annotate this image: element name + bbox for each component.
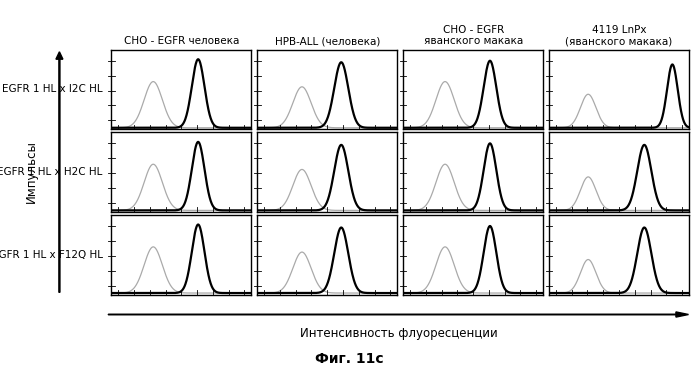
Text: 4119 LnPx
(яванского макака): 4119 LnPx (яванского макака) bbox=[565, 25, 672, 46]
Text: Импульсы: Импульсы bbox=[25, 141, 38, 204]
Text: EGFR 1 HL x I2C HL: EGFR 1 HL x I2C HL bbox=[2, 84, 103, 94]
Text: EGFR 1 HL x F12Q HL: EGFR 1 HL x F12Q HL bbox=[0, 250, 103, 260]
Text: Фиг. 11c: Фиг. 11c bbox=[315, 352, 384, 366]
Text: HPB-ALL (человека): HPB-ALL (человека) bbox=[275, 36, 380, 46]
Text: Интенсивность флуоресценции: Интенсивность флуоресценции bbox=[300, 327, 497, 340]
Text: CHO - EGFR человека: CHO - EGFR человека bbox=[124, 36, 239, 46]
Text: EGFR 1 HL x H2C HL: EGFR 1 HL x H2C HL bbox=[0, 167, 103, 177]
Text: CHO - EGFR
яванского макака: CHO - EGFR яванского макака bbox=[424, 25, 523, 46]
